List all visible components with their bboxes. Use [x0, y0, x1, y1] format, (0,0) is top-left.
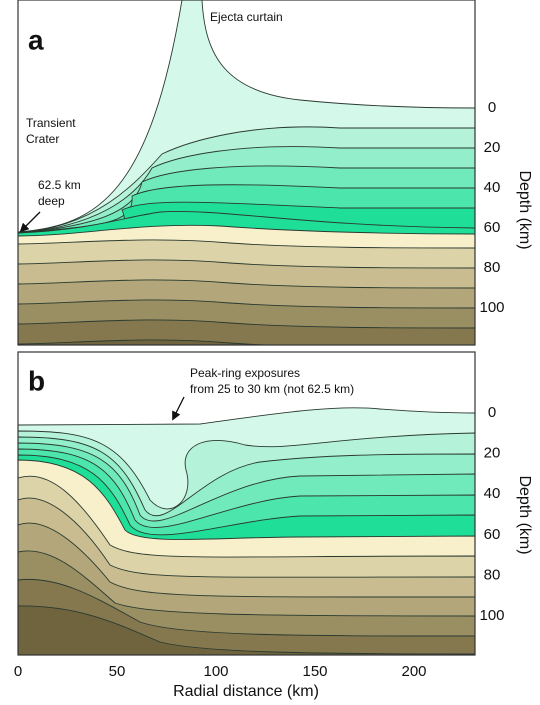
y-tick-label: 100: [479, 607, 504, 624]
axis-title: Depth (km): [516, 475, 533, 554]
x-tick-label: 100: [203, 663, 228, 680]
y-tick-label: 20: [484, 139, 501, 156]
x-tick-label: 50: [109, 663, 126, 680]
panel-a-frame: [17, 0, 476, 346]
rock-layer: [18, 339, 475, 345]
panel-b-layers: [18, 407, 475, 655]
panel-b-frame: [17, 351, 476, 656]
x-tick-label: 0: [14, 663, 22, 680]
arrow: [172, 396, 185, 421]
y-tick-label: 100: [479, 299, 504, 316]
y-tick-label: 60: [484, 219, 501, 236]
y-tick-label: 80: [484, 566, 501, 583]
y-tick-label: 40: [484, 485, 501, 502]
y-tick-label: 40: [484, 179, 501, 196]
y-tick-label: 0: [488, 99, 496, 116]
annotation: deep: [38, 194, 65, 208]
panel-a-layers: [18, 0, 475, 345]
axis-title: Depth (km): [516, 170, 533, 249]
x-tick-label: 200: [401, 663, 426, 680]
rock-layer: [18, 605, 475, 655]
annotation: Peak-ring exposures: [190, 366, 300, 380]
arrow: [19, 211, 41, 233]
panel-label: a: [28, 24, 44, 55]
y-tick-label: 0: [488, 404, 496, 421]
rock-layer: [18, 319, 475, 345]
panel-label: b: [28, 365, 45, 396]
y-tick-label: 60: [484, 526, 501, 543]
annotation: 62.5 km: [38, 178, 81, 192]
annotation: Crater: [26, 132, 59, 146]
axis-title: Radial distance (km): [173, 683, 319, 700]
y-tick-label: 80: [484, 259, 501, 276]
annotation: from 25 to 30 km (not 62.5 km): [190, 382, 354, 396]
annotation: Ejecta curtain: [210, 10, 283, 24]
annotation: Transient: [26, 116, 76, 130]
y-tick-label: 20: [484, 445, 501, 462]
x-tick-label: 150: [302, 663, 327, 680]
